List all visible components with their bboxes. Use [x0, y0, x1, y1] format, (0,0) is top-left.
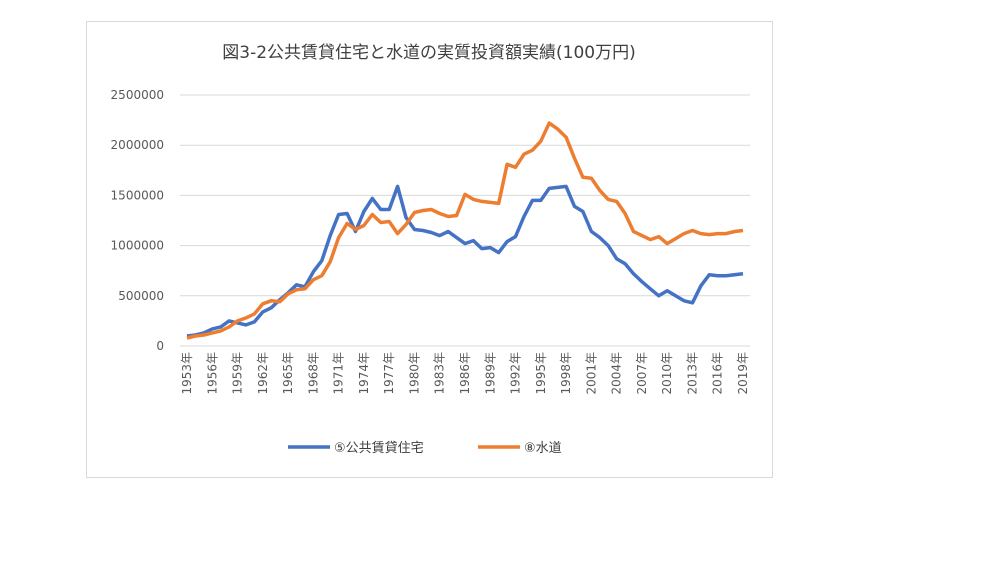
x-tick-label: 2010年	[660, 352, 674, 395]
x-tick-label: 1995年	[534, 352, 548, 395]
y-tick-label: 500000	[118, 289, 164, 303]
x-tick-label: 2019年	[736, 352, 750, 395]
x-tick-label: 1962年	[256, 352, 270, 395]
x-tick-label: 2001年	[584, 352, 598, 395]
x-tick-label: 2016年	[711, 352, 725, 395]
y-tick-label: 1500000	[111, 188, 164, 202]
x-tick-label: 1992年	[509, 352, 523, 395]
legend-label: ⑧水道	[524, 441, 562, 456]
x-tick-label: 1989年	[483, 352, 497, 395]
x-tick-label: 1986年	[458, 352, 472, 395]
x-tick-label: 1959年	[231, 352, 245, 395]
chart-border	[86, 21, 773, 478]
x-tick-label: 1965年	[281, 352, 295, 395]
legend-label: ⑤公共賃貸住宅	[334, 440, 424, 456]
x-tick-label: 2013年	[685, 352, 699, 395]
x-tick-label: 1998年	[559, 352, 573, 395]
x-tick-label: 2007年	[635, 352, 649, 395]
x-tick-label: 1980年	[407, 352, 421, 395]
x-tick-label: 1953年	[180, 352, 194, 395]
series-line	[186, 121, 744, 340]
x-tick-label: 1956年	[205, 352, 219, 395]
x-tick-label: 1974年	[357, 352, 371, 395]
y-tick-label: 2000000	[111, 138, 164, 152]
x-tick-label: 1977年	[382, 352, 396, 395]
y-tick-label: 0	[156, 339, 164, 353]
x-tick-label: 2004年	[610, 352, 624, 395]
x-tick-label: 1983年	[433, 352, 447, 395]
x-tick-label: 1968年	[306, 352, 320, 395]
y-tick-label: 1000000	[111, 239, 164, 253]
y-tick-label: 2500000	[111, 88, 164, 102]
x-tick-label: 1971年	[332, 352, 346, 395]
chart-title: 図3-2公共賃貸住宅と水道の実質投資額実績(100万円)	[222, 43, 635, 63]
